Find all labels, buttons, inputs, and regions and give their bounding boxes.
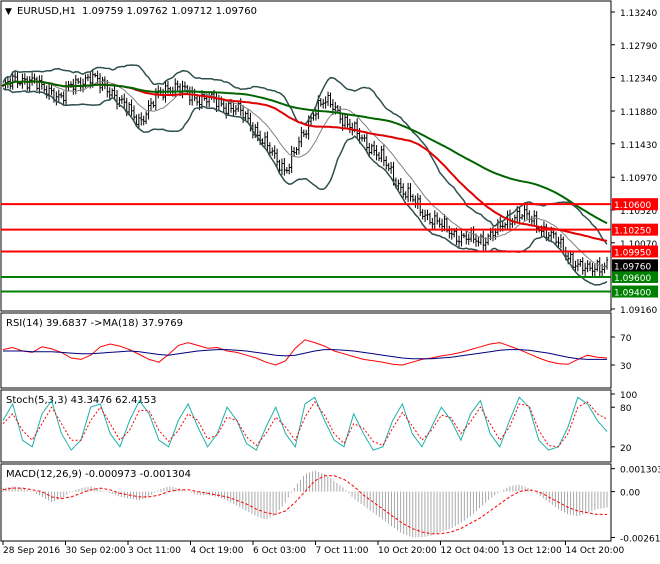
rsi-panel-frame[interactable]	[0, 312, 612, 389]
time-axis-label: 30 Sep 02:00	[66, 546, 126, 556]
price-axis-tick-label: 1.12340	[620, 75, 657, 85]
level-price-label: 1.09400	[614, 289, 651, 299]
current-price-tag	[612, 259, 658, 272]
level-price-label: 1.09950	[614, 248, 651, 258]
level-price-label: 1.10250	[614, 227, 651, 237]
stoch-axis-tick-label: 20	[620, 444, 632, 454]
level-price-tag	[612, 285, 658, 298]
time-axis-label: 7 Oct 11:00	[316, 546, 369, 556]
level-price-tag	[612, 198, 658, 211]
macd-histogram-group	[2, 470, 608, 538]
macd-axis-tick-label: -0.002614	[620, 534, 660, 544]
time-axis-label: 13 Oct 12:00	[503, 546, 562, 556]
stoch-main-line	[2, 396, 608, 451]
level-price-label: 1.10600	[614, 201, 651, 211]
price-axis-tick-label: 1.10070	[620, 240, 657, 250]
stoch-panel-frame[interactable]	[0, 389, 612, 463]
price-axis-tick-label: 1.12790	[620, 42, 657, 52]
level-price-tag	[612, 245, 658, 258]
price-axis-tick-label: 1.13240	[620, 9, 657, 19]
price-axis-tick-label: 1.10520	[620, 207, 657, 217]
rsi-line	[2, 339, 608, 366]
stoch-axis-tick-label: 100	[620, 391, 637, 401]
symbol-title: EURUSD,H1	[17, 6, 76, 17]
time-axis-label: 3 Oct 11:00	[128, 546, 181, 556]
macd-signal-line	[2, 475, 607, 535]
price-axis-tick-label: 1.11430	[620, 141, 657, 151]
level-price-tag	[612, 223, 658, 236]
time-axis-label: 14 Oct 20:00	[566, 546, 625, 556]
ohlc-values: 1.09759 1.09762 1.09712 1.09760	[82, 6, 257, 17]
time-axis-label: 28 Sep 2016	[3, 546, 60, 556]
macd-panel-frame[interactable]	[0, 463, 612, 542]
stoch-title: Stoch(5,3,3) 43.3476 62.4153	[6, 395, 157, 406]
rsi-axis-tick-label: 30	[620, 362, 632, 372]
price-axis-tick-label: 1.11880	[620, 108, 657, 118]
current-price-label: 1.09760	[614, 262, 651, 272]
level-price-tag	[612, 270, 658, 283]
time-axis-label: 12 Oct 04:00	[441, 546, 500, 556]
ma-fast-line	[2, 80, 608, 268]
level-price-label: 1.09600	[614, 274, 651, 284]
rsi-ma-line	[3, 349, 607, 360]
window-collapse-icon[interactable]: ▼	[5, 7, 12, 17]
time-axis-label: 4 Oct 19:00	[191, 546, 244, 556]
macd-title: MACD(12,26,9) -0.000973 -0.001304	[6, 469, 191, 480]
price-panel-frame[interactable]	[0, 0, 612, 312]
price-axis-tick-label: 1.10970	[620, 174, 657, 184]
macd-axis-tick-label: 0.001303	[620, 466, 660, 476]
ma-slow-line	[2, 80, 608, 225]
rsi-axis-tick-label: 70	[620, 334, 632, 344]
time-axis-label: 10 Oct 20:00	[378, 546, 437, 556]
price-axis-tick-label: 1.09160	[620, 306, 657, 316]
rsi-title: RSI(14) 39.6837 ->MA(18) 37.9769	[6, 318, 183, 329]
stoch-axis-tick-label: 80	[620, 404, 632, 414]
macd-axis-tick-label: 0.00	[620, 489, 640, 499]
time-axis-label: 6 Oct 03:00	[253, 546, 306, 556]
